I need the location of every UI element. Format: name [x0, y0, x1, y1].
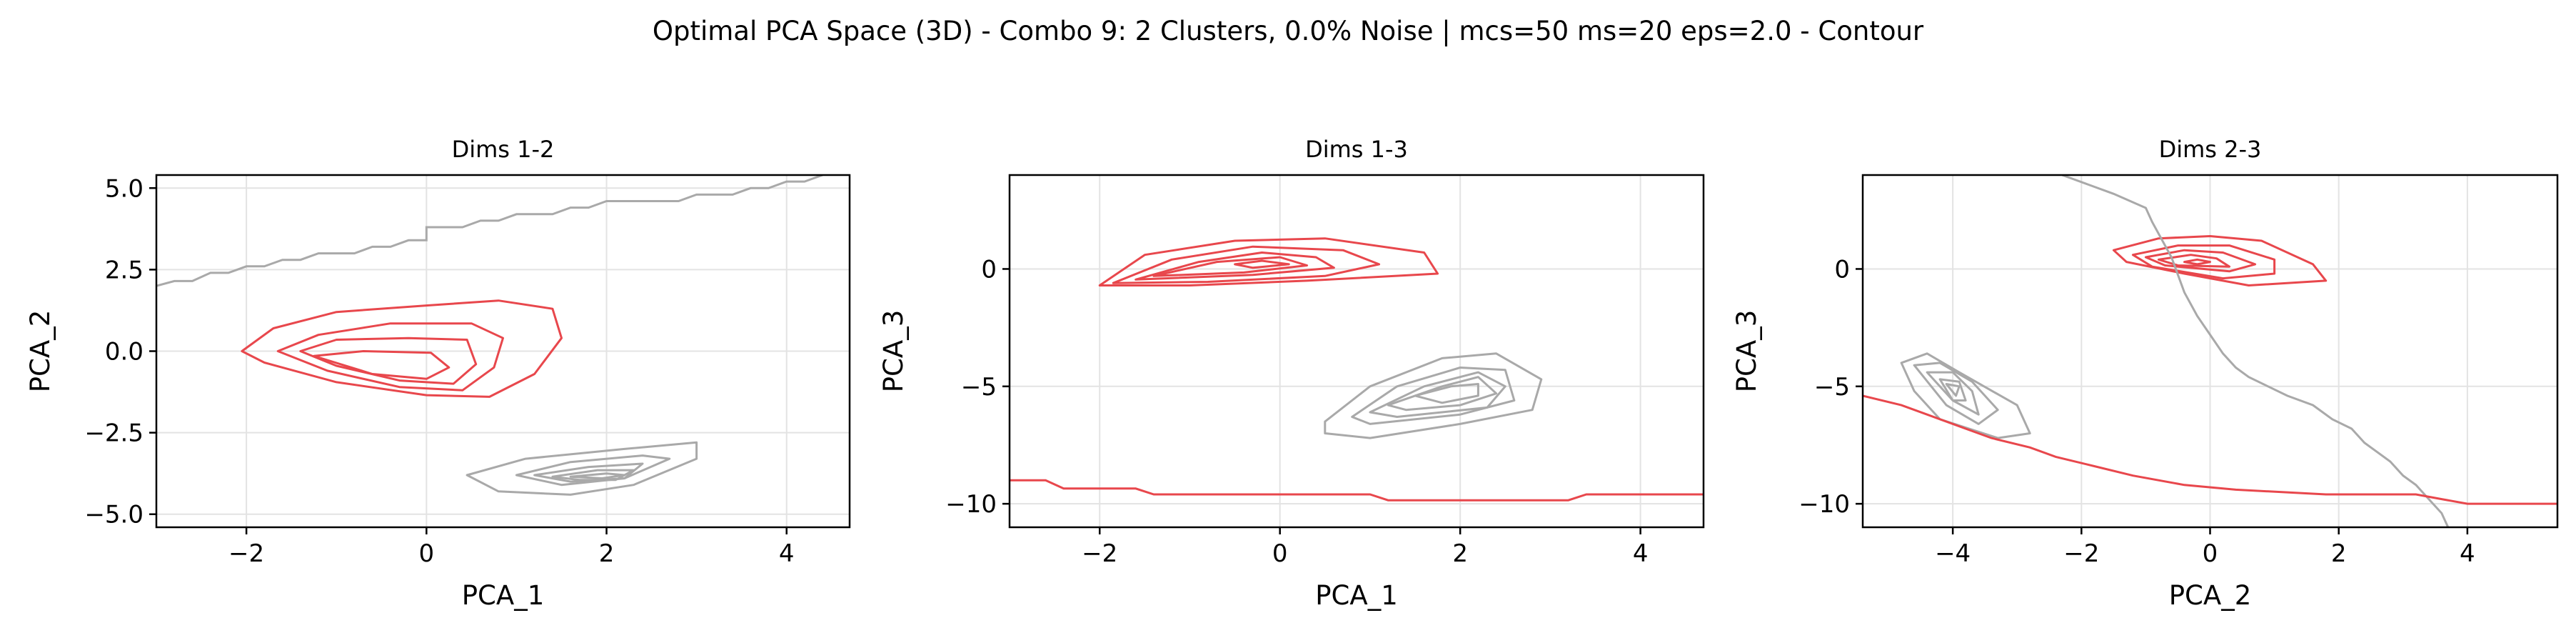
red-cluster-contour-3	[2144, 249, 2257, 273]
gray-cluster-contour-2	[1351, 367, 1516, 425]
y-tick-label: 2.5	[105, 256, 144, 284]
gray-cluster-contour-3	[1926, 371, 1980, 416]
gray-cluster-contour-5	[1414, 383, 1479, 404]
plot-area	[1863, 175, 2557, 527]
gray-boundary-line	[156, 175, 823, 287]
gray-boundary-line	[2061, 175, 2450, 527]
red-cluster-contour-2	[1112, 245, 1381, 284]
y-tick-label: −5	[1814, 373, 1850, 402]
x-tick-label: 0	[1272, 539, 1288, 568]
gray-cluster-contour-5	[1945, 383, 1961, 397]
y-tick-label: 0.0	[105, 338, 144, 367]
red-cluster-contour-4	[313, 350, 451, 380]
x-tick-label: 4	[1633, 539, 1649, 568]
x-axis-label: PCA_1	[462, 580, 545, 611]
x-axis-label: PCA_1	[1315, 580, 1398, 611]
red-cluster-contour-5	[2183, 258, 2211, 266]
x-tick-label: −2	[2063, 539, 2099, 568]
x-tick-label: 0	[2203, 539, 2218, 568]
subplot-title: Dims 1-2	[452, 136, 555, 163]
subplot-title: Dims 1-3	[1305, 136, 1408, 163]
x-tick-label: 0	[418, 539, 434, 568]
y-tick-label: 5.0	[105, 174, 144, 203]
y-tick-label: −2.5	[84, 419, 144, 448]
y-axis-label: PCA_3	[878, 310, 909, 393]
x-tick-label: −2	[1082, 539, 1117, 568]
y-tick-label: −10	[1798, 490, 1850, 519]
y-tick-label: 0	[981, 255, 997, 284]
gray-cluster-contour-2	[1913, 362, 1999, 425]
gray-cluster-contour-4	[1387, 376, 1498, 412]
red-boundary-line	[1010, 479, 1704, 502]
y-axis-label: PCA_2	[25, 310, 56, 393]
gray-cluster-contour-3	[1369, 371, 1506, 418]
gray-cluster-contour-2	[515, 454, 671, 487]
subplot-1: −2 0 2 4 −5.0 −2.5 0.0 2.5 5.0 Dims 1-2 PCA_1 PCA_2	[25, 136, 851, 611]
axes-frame	[1008, 174, 1705, 529]
subplot-2: −2 0 2 4 −10 −5 0 Dims 1-3 PCA_1 PCA_3	[878, 136, 1705, 611]
red-cluster-contour-1	[1098, 237, 1439, 286]
subplot-3: −4 −2 0 2 4 −10 −5 0 Dims 2-3 PCA_2 PCA_3	[1731, 136, 2559, 611]
x-tick-label: 4	[2460, 539, 2475, 568]
gray-cluster-contour-1	[1324, 352, 1543, 439]
red-cluster-contour-3	[1134, 251, 1335, 281]
x-tick-label: 2	[1452, 539, 1468, 568]
x-tick-label: 2	[2331, 539, 2347, 568]
y-tick-label: −5.0	[84, 501, 144, 529]
x-tick-label: −2	[228, 539, 264, 568]
figure-title: Optimal PCA Space (3D) - Combo 9: 2 Clus…	[652, 16, 1924, 46]
red-cluster-contour-2	[276, 322, 504, 392]
x-tick-label: 4	[779, 539, 795, 568]
red-cluster-contour-3	[299, 337, 478, 385]
y-tick-label: −5	[961, 373, 997, 402]
x-tick-label: 2	[599, 539, 615, 568]
y-tick-label: −10	[945, 490, 997, 519]
y-axis-label: PCA_3	[1731, 310, 1762, 393]
red-cluster-contour-2	[2131, 244, 2276, 280]
red-cluster-contour-5	[1234, 259, 1290, 269]
plot-area	[156, 175, 823, 496]
red-cluster-contour-1	[241, 299, 563, 398]
gray-cluster-contour-4	[1938, 378, 1967, 402]
y-tick-label: 0	[1834, 255, 1850, 284]
gray-cluster-contour-5	[569, 472, 626, 479]
gray-cluster-contour-1	[1900, 352, 2031, 439]
x-axis-label: PCA_2	[2169, 580, 2252, 611]
red-cluster-contour-4	[1152, 256, 1309, 277]
subplot-title: Dims 2-3	[2159, 136, 2262, 163]
x-tick-label: −4	[1935, 539, 1971, 568]
plot-area	[1010, 237, 1704, 502]
red-boundary-line	[1863, 394, 2557, 505]
gray-cluster-contour-1	[466, 441, 698, 496]
